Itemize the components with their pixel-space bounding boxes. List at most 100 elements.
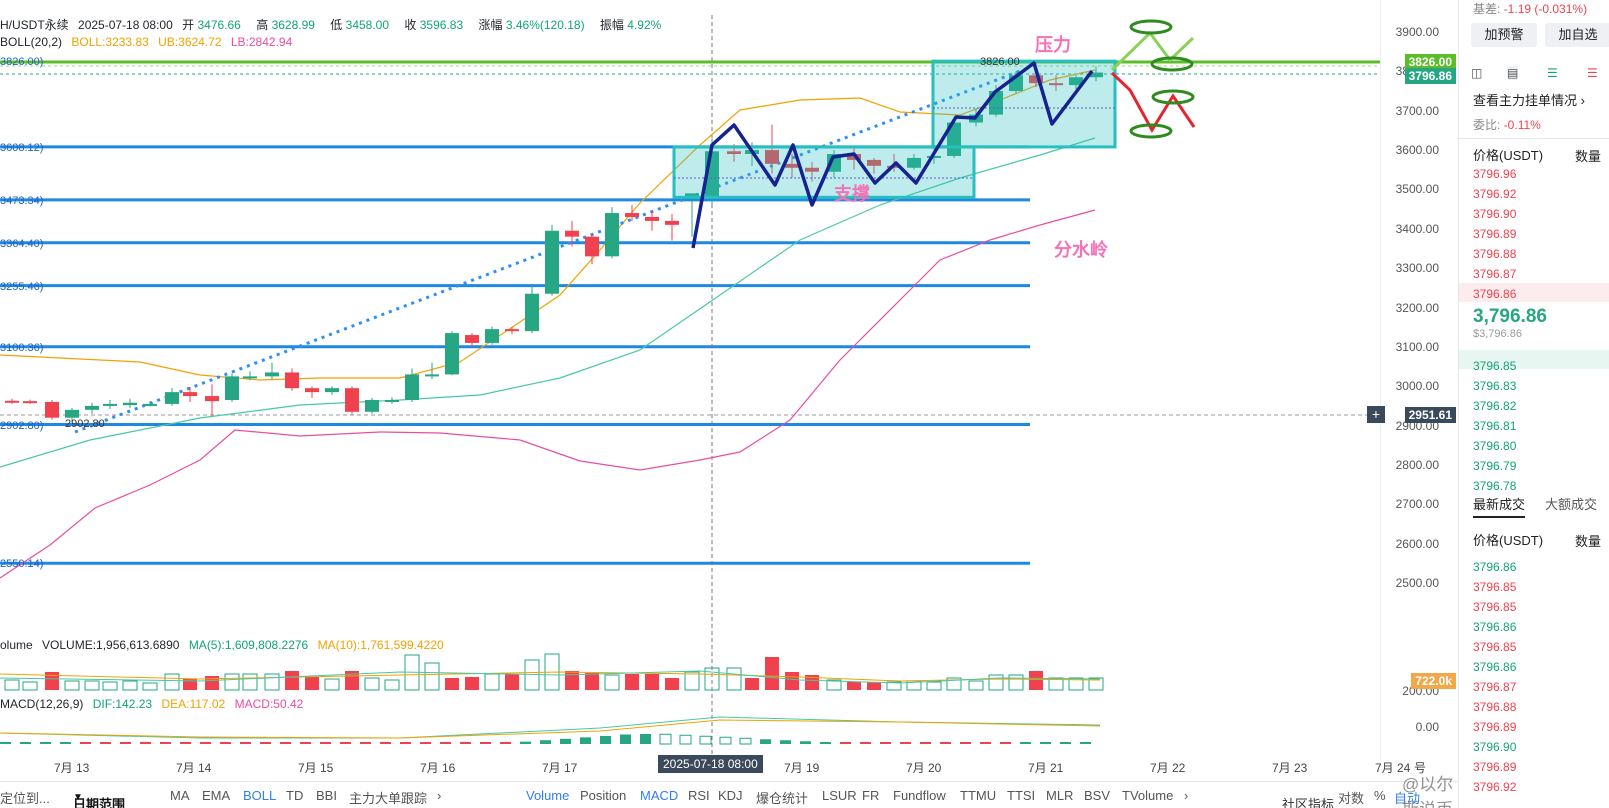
chevron-right-icon: › bbox=[1580, 93, 1585, 108]
low-label: 低 bbox=[330, 18, 343, 32]
volume-bar bbox=[847, 682, 861, 690]
book-both-icon[interactable]: ◫ bbox=[1471, 66, 1483, 80]
bid-row[interactable]: 3796.80 bbox=[1473, 439, 1517, 453]
add-alert-button[interactable]: 加预警 bbox=[1471, 23, 1537, 47]
price-tick-label: 3600.00 bbox=[1395, 143, 1439, 158]
candlestick-chart[interactable] bbox=[0, 0, 1458, 760]
trade-row[interactable]: 3796.89 bbox=[1473, 720, 1517, 734]
chart-area[interactable]: H/USDT永续 2025-07-18 08:00 开 3476.66 高 36… bbox=[0, 0, 1458, 808]
ask-row[interactable]: 3796.88 bbox=[1473, 247, 1517, 261]
sub-indicator-6[interactable]: LSUR bbox=[822, 788, 857, 803]
trade-row[interactable]: 3796.86 bbox=[1473, 560, 1517, 574]
volume-bar bbox=[102, 681, 118, 691]
volume-bar bbox=[1068, 677, 1084, 691]
main-indicator-2[interactable]: BOLL bbox=[243, 788, 277, 803]
sub-indicator-12[interactable]: BSV bbox=[1084, 788, 1111, 803]
ask-row[interactable]: 3796.96 bbox=[1473, 167, 1517, 181]
bid-row[interactable]: 3796.79 bbox=[1473, 459, 1517, 473]
target-ellipse bbox=[1129, 19, 1173, 35]
price-axis[interactable]: 3900.003800.003700.003600.003500.003400.… bbox=[1380, 0, 1458, 760]
main-indicator-3[interactable]: TD bbox=[286, 788, 304, 803]
volume-bar bbox=[1088, 677, 1104, 691]
trade-row[interactable]: 3796.92 bbox=[1473, 780, 1517, 794]
trade-row[interactable]: 3796.85 bbox=[1473, 580, 1517, 594]
macd-bar bbox=[220, 742, 231, 744]
volume-bar bbox=[84, 680, 100, 691]
macd-bar bbox=[320, 742, 331, 744]
trade-row[interactable]: 3796.86 bbox=[1473, 620, 1517, 634]
sub-indicator-1[interactable]: Position bbox=[580, 788, 627, 803]
bid-row[interactable]: 3796.85 bbox=[1473, 359, 1517, 373]
candle-body bbox=[805, 167, 819, 172]
main-indicator-1[interactable]: EMA bbox=[202, 788, 231, 803]
bid-row[interactable]: 3796.78 bbox=[1473, 479, 1517, 493]
trade-row[interactable]: 3796.89 bbox=[1473, 760, 1517, 774]
percent-scale-button[interactable]: % bbox=[1374, 788, 1386, 803]
sub-indicator-2[interactable]: MACD bbox=[640, 788, 679, 803]
sub-indicator-11[interactable]: MLR bbox=[1046, 788, 1074, 803]
main-indicator-5[interactable]: 主力大单跟踪 bbox=[349, 791, 428, 806]
main-indicator-4[interactable]: BBI bbox=[316, 788, 337, 803]
book-depth-icon[interactable]: ▤ bbox=[1507, 66, 1519, 80]
sub-indicator-0[interactable]: Volume bbox=[526, 788, 570, 803]
macd-legend: MACD(12,26,9) DIF:142.23 DEA:117.02 MACD… bbox=[0, 697, 309, 711]
macd-bar bbox=[880, 742, 891, 744]
chevron-right-icon[interactable]: › bbox=[1184, 788, 1189, 803]
chevron-right-icon[interactable]: › bbox=[437, 788, 442, 803]
high-price-tag: 3826.00 bbox=[1404, 54, 1456, 70]
price-column-header: 价格(USDT) bbox=[1473, 148, 1544, 163]
bearish-projection-line bbox=[1110, 71, 1196, 133]
volume-bar bbox=[4, 679, 20, 691]
date-range-button[interactable]: 日期范围 ▼ bbox=[73, 788, 125, 808]
sub-indicator-4[interactable]: KDJ bbox=[718, 788, 743, 803]
ask-row[interactable]: 3796.92 bbox=[1473, 187, 1517, 201]
sub-indicator-10[interactable]: TTSI bbox=[1007, 788, 1036, 803]
ask-row[interactable]: 3796.90 bbox=[1473, 207, 1517, 221]
trade-row[interactable]: 3796.85 bbox=[1473, 600, 1517, 614]
trade-row[interactable]: 3796.85 bbox=[1473, 640, 1517, 654]
sub-indicator-9[interactable]: TTMU bbox=[960, 788, 997, 803]
date-tick-label: 7月 24 bbox=[1375, 761, 1411, 775]
sub-indicator-13[interactable]: TVolume bbox=[1122, 788, 1174, 803]
view-main-orders-link[interactable]: 查看主力挂单情况 › bbox=[1473, 90, 1585, 109]
date-tick-label: 7月 16 bbox=[420, 761, 456, 775]
order-book-view-switcher: ◫ ▤ ☰ ☰ bbox=[1471, 66, 1609, 82]
trend-dotted-line bbox=[74, 66, 1029, 434]
book-bids-icon[interactable]: ☰ bbox=[1547, 66, 1558, 80]
add-watchlist-button[interactable]: 加自选 bbox=[1545, 23, 1609, 47]
locate-button[interactable]: 定位到... bbox=[0, 791, 50, 806]
macd-bar bbox=[140, 742, 151, 744]
macd-bar bbox=[699, 735, 712, 745]
book-asks-icon[interactable]: ☰ bbox=[1587, 66, 1598, 80]
bid-row[interactable]: 3796.81 bbox=[1473, 419, 1517, 433]
auto-scale-button[interactable]: 自动 bbox=[1394, 791, 1421, 806]
volume-bar bbox=[122, 680, 138, 691]
sub-indicator-7[interactable]: FR bbox=[862, 788, 880, 803]
add-price-line-icon[interactable]: + bbox=[1367, 406, 1385, 423]
macd-bar bbox=[960, 742, 971, 744]
tab-large-trades[interactable]: 大额成交 bbox=[1545, 497, 1598, 512]
candle-body bbox=[345, 388, 359, 412]
sub-indicator-3[interactable]: RSI bbox=[688, 788, 710, 803]
ask-row[interactable]: 3796.89 bbox=[1473, 227, 1517, 241]
date-axis[interactable]: 7月 13 7月 14 7月 15 7月 16 7月 17 7月 19 7月 20 7月 21… bbox=[0, 752, 1458, 780]
open-label: 开 bbox=[182, 18, 195, 32]
trade-row[interactable]: 3796.87 bbox=[1473, 680, 1517, 694]
bid-row[interactable]: 3796.83 bbox=[1473, 379, 1517, 393]
candle-body bbox=[305, 388, 319, 393]
volume-bar bbox=[805, 675, 819, 690]
tab-latest-trades[interactable]: 最新成交 bbox=[1473, 494, 1526, 518]
sub-indicator-8[interactable]: Fundflow bbox=[893, 788, 946, 803]
ask-row[interactable]: 3796.87 bbox=[1473, 267, 1517, 281]
log-scale-button[interactable]: 对数 bbox=[1338, 791, 1365, 806]
ask-row[interactable]: 3796.86 bbox=[1473, 287, 1517, 301]
trade-row[interactable]: 3796.86 bbox=[1473, 660, 1517, 674]
sub-indicator-5[interactable]: 爆仓统计 bbox=[756, 791, 809, 806]
macd-bar bbox=[60, 742, 71, 744]
bid-row[interactable]: 3796.82 bbox=[1473, 399, 1517, 413]
main-indicator-0[interactable]: MA bbox=[170, 788, 190, 803]
macd-bar bbox=[460, 742, 471, 744]
trade-row[interactable]: 3796.90 bbox=[1473, 740, 1517, 754]
candle-body bbox=[785, 163, 799, 168]
trade-row[interactable]: 3796.88 bbox=[1473, 700, 1517, 714]
